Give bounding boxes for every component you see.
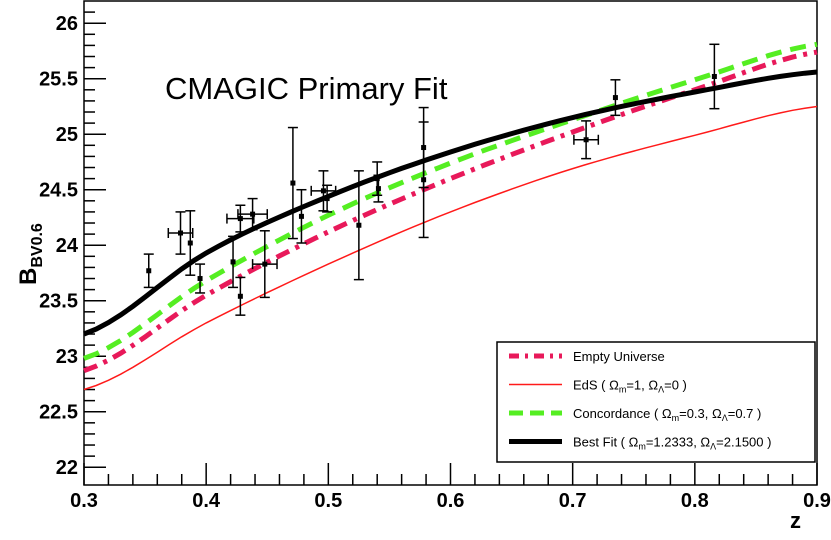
y-axis-label-subscript: BV0.6 <box>29 223 46 268</box>
point-marker <box>612 95 618 101</box>
point-marker <box>298 213 304 219</box>
point-marker <box>421 177 427 183</box>
data-point <box>235 276 246 316</box>
series-curve-1 <box>83 105 818 391</box>
y-axis-label: BBV0.6 <box>15 223 46 285</box>
y-tick-label: 22 <box>56 457 78 479</box>
data-point <box>709 43 720 110</box>
series-curve-3 <box>83 69 818 337</box>
x-tick-label: 0.3 <box>70 490 98 512</box>
data-point <box>195 263 206 294</box>
data-point <box>322 184 333 213</box>
x-tick-label: 0.8 <box>681 490 709 512</box>
x-tick-label: 0.5 <box>314 490 342 512</box>
y-tick-label: 25.5 <box>39 69 78 91</box>
legend-text: Concordance ( Ω <box>573 406 672 421</box>
data-point <box>228 235 239 289</box>
y-tick-label: 24.5 <box>39 180 78 202</box>
legend-subscript: m <box>619 385 627 395</box>
y-tick-label: 26 <box>56 13 78 35</box>
point-marker <box>290 180 296 186</box>
legend-text: =1, Ω <box>626 378 658 393</box>
data-point <box>310 170 337 212</box>
point-marker <box>230 259 236 265</box>
point-marker <box>146 268 152 274</box>
data-point <box>251 230 278 299</box>
point-marker <box>374 176 380 182</box>
legend-text: =0.7 ) <box>728 406 762 421</box>
legend-subscript: Λ <box>658 385 664 395</box>
legend-label-1: EdS ( Ωm=1, ΩΛ=0 ) <box>573 378 687 395</box>
legend-text: =0 ) <box>664 378 687 393</box>
point-marker <box>324 196 330 202</box>
legend-text: =1.2333, Ω <box>646 435 711 450</box>
x-tick-label: 0.4 <box>192 490 221 512</box>
x-tick-label: 0.7 <box>559 490 587 512</box>
x-tick-label: 0.9 <box>803 490 831 512</box>
point-marker <box>320 188 326 194</box>
point-marker <box>178 230 184 236</box>
legend-label-3: Best Fit ( Ωm=1.2333, ΩΛ=2.1500 ) <box>573 435 771 452</box>
point-marker <box>250 211 256 217</box>
data-point <box>287 126 298 240</box>
data-point <box>610 79 621 117</box>
y-tick-label: 23 <box>56 346 78 368</box>
y-tick-label: 23.5 <box>39 291 78 313</box>
chart-title: CMAGIC Primary Fit <box>165 71 448 106</box>
data-point <box>237 197 268 231</box>
point-marker <box>375 186 381 192</box>
data-point <box>226 204 255 233</box>
point-marker <box>262 261 268 267</box>
data-point <box>573 120 600 160</box>
y-tick-label: 22.5 <box>39 402 78 424</box>
legend-subscript: m <box>638 442 646 452</box>
x-tick-label: 0.6 <box>437 490 465 512</box>
x-axis-label: z <box>790 508 801 533</box>
data-point <box>167 211 194 255</box>
legend-subscript: Λ <box>710 442 716 452</box>
legend-subscript: m <box>672 413 680 423</box>
point-marker <box>237 293 243 299</box>
point-marker <box>711 73 717 79</box>
point-marker <box>197 276 203 282</box>
legend-text: EdS ( Ω <box>573 378 619 393</box>
legend-label-2: Concordance ( Ωm=0.3, ΩΛ=0.7 ) <box>573 406 761 423</box>
point-marker <box>583 137 589 143</box>
y-tick-label: 25 <box>56 124 78 146</box>
legend-text: =0.3, Ω <box>679 406 722 421</box>
data-point <box>373 174 384 203</box>
point-marker <box>237 216 243 222</box>
data-point <box>143 253 154 289</box>
legend-label-0: Empty Universe <box>573 349 665 364</box>
legend-text: =2.1500 ) <box>716 435 771 450</box>
point-marker <box>187 240 193 246</box>
data-point <box>353 170 364 281</box>
data-point <box>296 188 307 244</box>
y-tick-label: 24 <box>56 235 79 257</box>
data-point <box>418 121 429 239</box>
legend-text: Empty Universe <box>573 349 665 364</box>
data-point <box>185 210 196 276</box>
point-marker <box>356 222 362 228</box>
legend-subscript: Λ <box>722 413 728 423</box>
legend-text: Best Fit ( Ω <box>573 435 639 450</box>
